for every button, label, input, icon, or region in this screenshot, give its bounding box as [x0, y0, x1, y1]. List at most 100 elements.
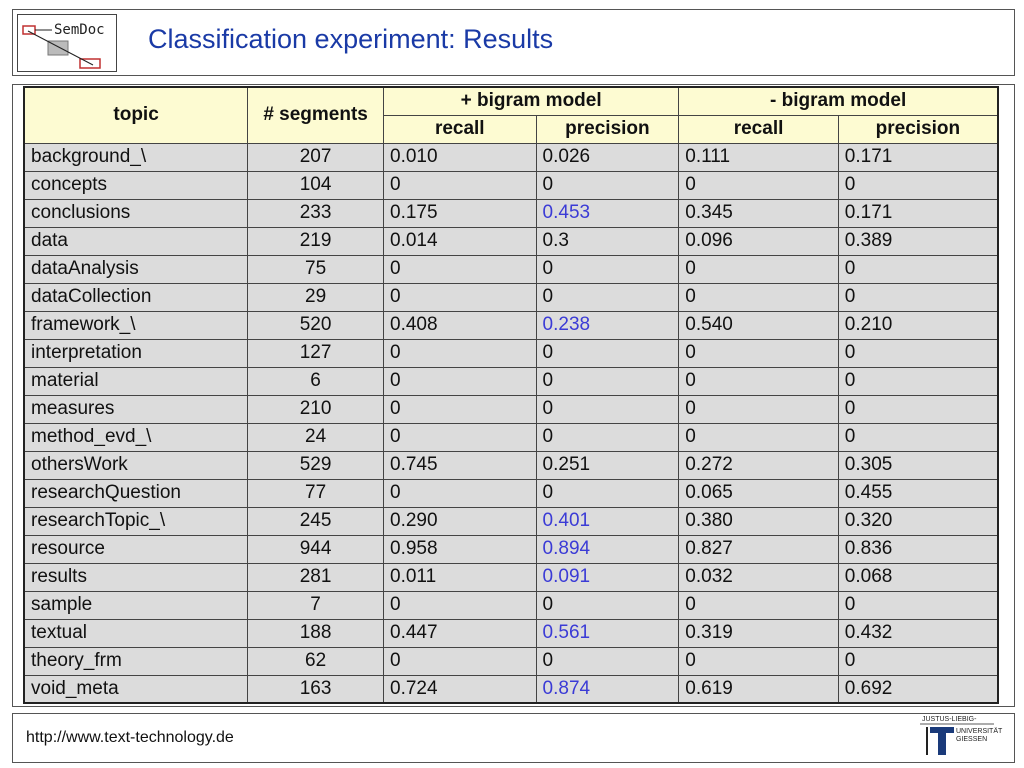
cell-topic: othersWork	[23, 450, 249, 480]
cell-with-bigram-precision: 0.091	[535, 562, 680, 592]
cell-with-bigram-precision: 0	[535, 366, 680, 396]
cell-with-bigram-recall: 0.010	[383, 142, 537, 172]
table-body: background_\ 207 0.010 0.026 0.111 0.171 conce…	[23, 142, 999, 704]
cell-segments: 6	[247, 366, 384, 396]
cell-segments: 24	[247, 422, 384, 452]
cell-without-bigram-recall: 0	[678, 366, 839, 396]
cell-segments: 233	[247, 198, 384, 228]
table-subheader-row: recall precision recall precision	[24, 114, 999, 144]
cell-without-bigram-precision: 0.320	[837, 506, 999, 536]
header-with-bigram-recall: recall	[383, 114, 537, 144]
university-name-line-2: UNIVERSITÄT	[956, 728, 1003, 735]
cell-with-bigram-recall: 0.290	[383, 506, 537, 536]
cell-with-bigram-recall: 0	[383, 282, 537, 312]
table-row: concepts 104 0 0 0 0	[23, 170, 999, 200]
cell-with-bigram-precision: 0	[535, 646, 680, 676]
cell-without-bigram-precision: 0	[837, 366, 999, 396]
cell-segments: 104	[247, 170, 384, 200]
cell-without-bigram-precision: 0	[837, 338, 999, 368]
cell-with-bigram-precision: 0.561	[535, 618, 680, 648]
cell-with-bigram-recall: 0	[383, 478, 537, 508]
cell-segments: 77	[247, 478, 384, 508]
cell-without-bigram-recall: 0.272	[678, 450, 839, 480]
header-with-bigram: + bigram model	[382, 86, 680, 116]
cell-without-bigram-precision: 0	[837, 422, 999, 452]
cell-with-bigram-precision: 0	[535, 170, 680, 200]
cell-without-bigram-recall: 0	[678, 422, 839, 452]
cell-with-bigram-precision: 0	[535, 422, 680, 452]
cell-with-bigram-precision: 0	[535, 478, 680, 508]
cell-without-bigram-recall: 0	[678, 338, 839, 368]
cell-with-bigram-recall: 0	[383, 590, 537, 620]
header-with-bigram-precision: precision	[535, 114, 680, 144]
cell-with-bigram-precision: 0	[535, 394, 680, 424]
cell-topic: background_\	[23, 142, 249, 172]
cell-with-bigram-recall: 0	[383, 366, 537, 396]
cell-without-bigram-precision: 0	[837, 646, 999, 676]
cell-segments: 29	[247, 282, 384, 312]
cell-with-bigram-precision: 0	[535, 590, 680, 620]
cell-with-bigram-recall: 0.745	[383, 450, 537, 480]
table-row: void_meta 163 0.724 0.874 0.619 0.692	[23, 674, 999, 704]
header-panel	[12, 9, 1015, 76]
cell-with-bigram-recall: 0.014	[383, 226, 537, 256]
cell-with-bigram-recall: 0	[383, 422, 537, 452]
cell-segments: 520	[247, 310, 384, 340]
cell-segments: 529	[247, 450, 384, 480]
header-topic: topic	[23, 86, 249, 144]
cell-with-bigram-recall: 0	[383, 254, 537, 284]
table-row: material 6 0 0 0 0	[23, 366, 999, 396]
header-segments: # segments	[247, 86, 384, 144]
table-row: interpretation 127 0 0 0 0	[23, 338, 999, 368]
cell-segments: 210	[247, 394, 384, 424]
table-row: researchTopic_\ 245 0.290 0.401 0.380 0.320	[23, 506, 999, 536]
cell-segments: 944	[247, 534, 384, 564]
table-row: data 219 0.014 0.3 0.096 0.389	[23, 226, 999, 256]
cell-with-bigram-precision: 0.874	[535, 674, 680, 704]
cell-without-bigram-recall: 0.319	[678, 618, 839, 648]
cell-without-bigram-precision: 0	[837, 394, 999, 424]
cell-segments: 127	[247, 338, 384, 368]
cell-without-bigram-precision: 0.305	[837, 450, 999, 480]
cell-with-bigram-recall: 0	[383, 170, 537, 200]
cell-without-bigram-recall: 0.065	[678, 478, 839, 508]
cell-topic: method_evd_\	[23, 422, 249, 452]
header-without-bigram-precision: precision	[837, 114, 999, 144]
cell-with-bigram-recall: 0.447	[383, 618, 537, 648]
cell-topic: theory_frm	[23, 646, 249, 676]
cell-with-bigram-recall: 0.011	[383, 562, 537, 592]
cell-without-bigram-recall: 0	[678, 254, 839, 284]
cell-without-bigram-recall: 0	[678, 646, 839, 676]
cell-without-bigram-recall: 0.619	[678, 674, 839, 704]
footer-url: http://www.text-technology.de	[26, 729, 234, 746]
table-row: method_evd_\ 24 0 0 0 0	[23, 422, 999, 452]
cell-without-bigram-precision: 0.432	[837, 618, 999, 648]
cell-with-bigram-precision: 0.894	[535, 534, 680, 564]
cell-with-bigram-recall: 0.408	[383, 310, 537, 340]
cell-segments: 188	[247, 618, 384, 648]
table-row: dataAnalysis 75 0 0 0 0	[23, 254, 999, 284]
table-row: resource 944 0.958 0.894 0.827 0.836	[23, 534, 999, 564]
cell-with-bigram-precision: 0	[535, 282, 680, 312]
cell-without-bigram-precision: 0.210	[837, 310, 999, 340]
cell-without-bigram-precision: 0.171	[837, 198, 999, 228]
table-row: results 281 0.011 0.091 0.032 0.068	[23, 562, 999, 592]
table-row: sample 7 0 0 0 0	[23, 590, 999, 620]
cell-without-bigram-precision: 0	[837, 170, 999, 200]
semdoc-logo: SemDoc	[17, 14, 117, 72]
cell-without-bigram-recall: 0.827	[678, 534, 839, 564]
university-name-line-1: JUSTUS-LIEBIG-	[922, 716, 977, 723]
cell-with-bigram-precision: 0.453	[535, 198, 680, 228]
cell-topic: void_meta	[23, 674, 249, 704]
cell-without-bigram-recall: 0	[678, 170, 839, 200]
cell-with-bigram-recall: 0.724	[383, 674, 537, 704]
cell-topic: conclusions	[23, 198, 249, 228]
logo-text: SemDoc	[54, 22, 105, 38]
cell-topic: results	[23, 562, 249, 592]
table-row: theory_frm 62 0 0 0 0	[23, 646, 999, 676]
table-row: othersWork 529 0.745 0.251 0.272 0.305	[23, 450, 999, 480]
cell-segments: 7	[247, 590, 384, 620]
cell-topic: sample	[23, 590, 249, 620]
cell-topic: dataAnalysis	[23, 254, 249, 284]
cell-topic: interpretation	[23, 338, 249, 368]
